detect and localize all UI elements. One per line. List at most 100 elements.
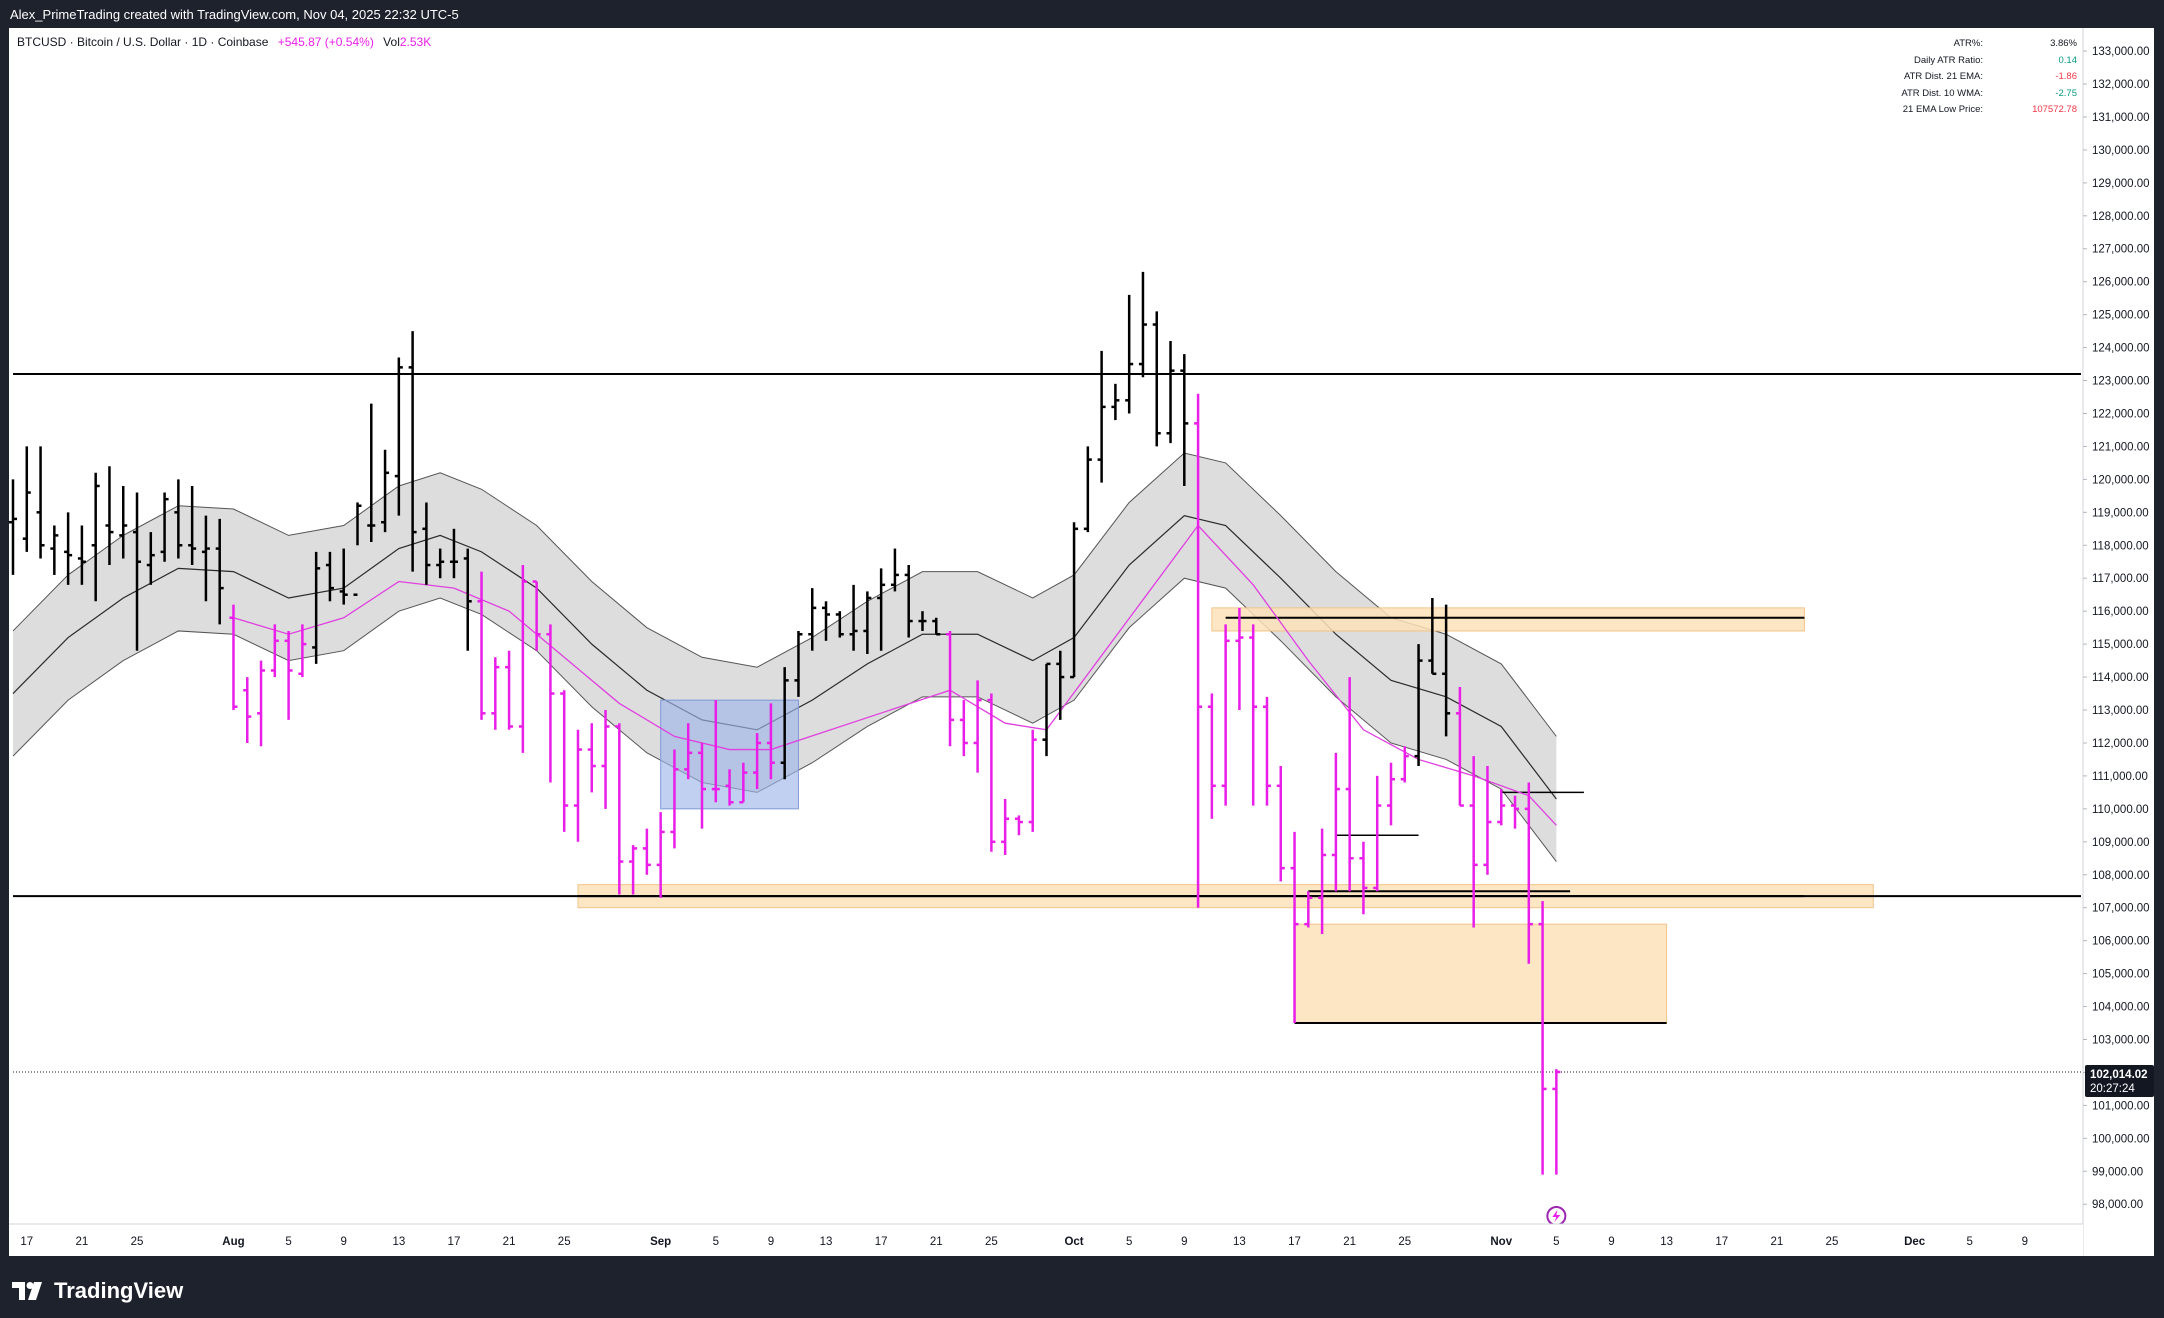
atr-row: 21 EMA Low Price: 107572.78 [1903,104,2077,121]
ohlc-bar [739,762,748,804]
ohlc-bar [794,630,803,697]
time-tick-label: 25 [1398,1236,1411,1248]
ohlc-bar [973,680,982,773]
ohlc-bar [1221,624,1230,806]
time-tick-label: 17 [1288,1236,1301,1248]
ohlc-bar [877,568,886,651]
time-tick-label: 13 [1233,1236,1246,1248]
ohlc-bar [532,580,541,651]
price-tick-label: 117,000.00 [2092,573,2149,585]
price-tick-label: 129,000.00 [2092,178,2150,190]
ohlc-bar [1262,696,1271,806]
ohlc-bar [22,446,31,552]
atr-row-label: ATR Dist. 10 WMA: [1901,87,1983,99]
price-tick-label: 118,000.00 [2092,540,2149,552]
price-tick-label: 107,000.00 [2092,903,2150,915]
atr-row-value: -2.75 [2055,87,2077,99]
price-tick-label: 105,000.00 [2092,969,2150,981]
ohlc-bar [1290,831,1299,1024]
time-tick-label: Oct [1064,1236,1083,1248]
price-axis[interactable] [2083,28,2154,1224]
ohlc-bar [160,492,169,562]
ohlc-bar [243,677,252,743]
price-tick-label: 123,000.00 [2092,376,2150,388]
ohlc-bar [1014,815,1023,836]
price-tick-label: 121,000.00 [2092,441,2150,453]
price-tick-label: 133,000.00 [2092,46,2150,58]
atr-row-label: Daily ATR Ratio: [1914,54,1983,66]
ohlc-bar [381,449,390,533]
ohlc-bar [1276,766,1285,882]
ohlc-bar [408,331,417,572]
ohlc-bar [780,667,789,780]
ohlc-bar [629,845,638,895]
time-tick-label: 25 [131,1236,144,1248]
ohlc-bar [270,624,279,678]
price-tick-label: 124,000.00 [2092,343,2150,355]
ohlc-bar [670,749,679,849]
price-tick-label: 110,000.00 [2092,804,2149,816]
price-tick-label: 104,000.00 [2092,1002,2150,1014]
ohlc-bar [932,617,941,636]
ohlc-bar [946,630,955,747]
chart-area[interactable]: 133,000.00 132,000.00 131,000.00 130,000.00… [9,28,2154,1256]
ohlc-bar [36,446,45,559]
atr-row: ATR Dist. 10 WMA: -2.75 [1901,87,2077,105]
ohlc-bar [1304,891,1313,928]
price-tick-label: 116,000.00 [2092,606,2149,618]
ohlc-bar [711,700,720,803]
ohlc-bar [491,657,500,730]
price-tick-label: 128,000.00 [2092,211,2150,223]
time-tick-label: Dec [1904,1236,1926,1248]
time-tick-label: 13 [392,1236,405,1248]
ohlc-bar [1428,597,1437,676]
time-tick-label: 21 [930,1236,943,1248]
ohlc-bar [201,515,210,602]
price-tick-label: 98,000.00 [2092,1199,2143,1211]
ohlc-bar [477,571,486,720]
tradingview-logo[interactable]: TradingView [12,1278,183,1304]
price-chart[interactable]: 133,000.00 132,000.00 131,000.00 130,000.00… [9,28,2154,1256]
ohlc-bar [436,548,445,579]
price-tick-label: 99,000.00 [2092,1166,2143,1178]
ohlc-bar [1483,766,1492,875]
ohlc-bar [284,630,293,720]
magenta-ema-line [233,524,1557,826]
symbol-legend[interactable]: BTCUSD · Bitcoin / U.S. Dollar · 1D · Co… [17,35,431,49]
time-tick-label: 5 [1553,1236,1559,1248]
price-zone [1294,923,1668,1024]
time-tick-label: Nov [1490,1236,1512,1248]
atr-row-value: 0.14 [2058,54,2078,66]
time-tick-label: 13 [820,1236,833,1248]
price-tick-label: 120,000.00 [2092,474,2150,486]
time-tick-label: 9 [1608,1236,1614,1248]
ohlc-bar [1552,1069,1561,1175]
time-tick-label: 9 [1181,1236,1187,1248]
price-tick-label: 113,000.00 [2092,705,2149,717]
ohlc-bar [1152,311,1161,447]
price-tick-label: 103,000.00 [2092,1034,2150,1046]
ohlc-bar [188,485,197,566]
atr-row: ATR Dist. 21 EMA: -1.86 [1904,71,2077,88]
ohlc-bar [1194,393,1203,908]
ohlc-bar [50,525,59,575]
ohlc-bar [463,548,472,651]
ohlc-bar [64,512,73,585]
ohlc-bar [615,723,624,895]
ohlc-bar [9,479,17,575]
ohlc-bar [808,588,817,651]
ohlc-bar [449,528,458,579]
price-tick-label: 111,000.00 [2092,771,2148,783]
ohlc-bar [1497,789,1506,826]
time-axis[interactable] [9,1224,2083,1256]
time-tick-label: 9 [768,1236,774,1248]
time-tick-label: 17 [1715,1236,1728,1248]
ohlc-bar [1138,271,1147,378]
price-tick-label: 132,000.00 [2092,79,2150,91]
ohlc-bar [215,518,224,625]
ohlc-bar [1180,354,1189,486]
ohlc-bar [339,548,348,605]
current-price-label: 102,014.02 [2090,1069,2148,1081]
atr-row-value: 3.86% [2050,38,2077,49]
ohlc-bar [367,403,376,542]
